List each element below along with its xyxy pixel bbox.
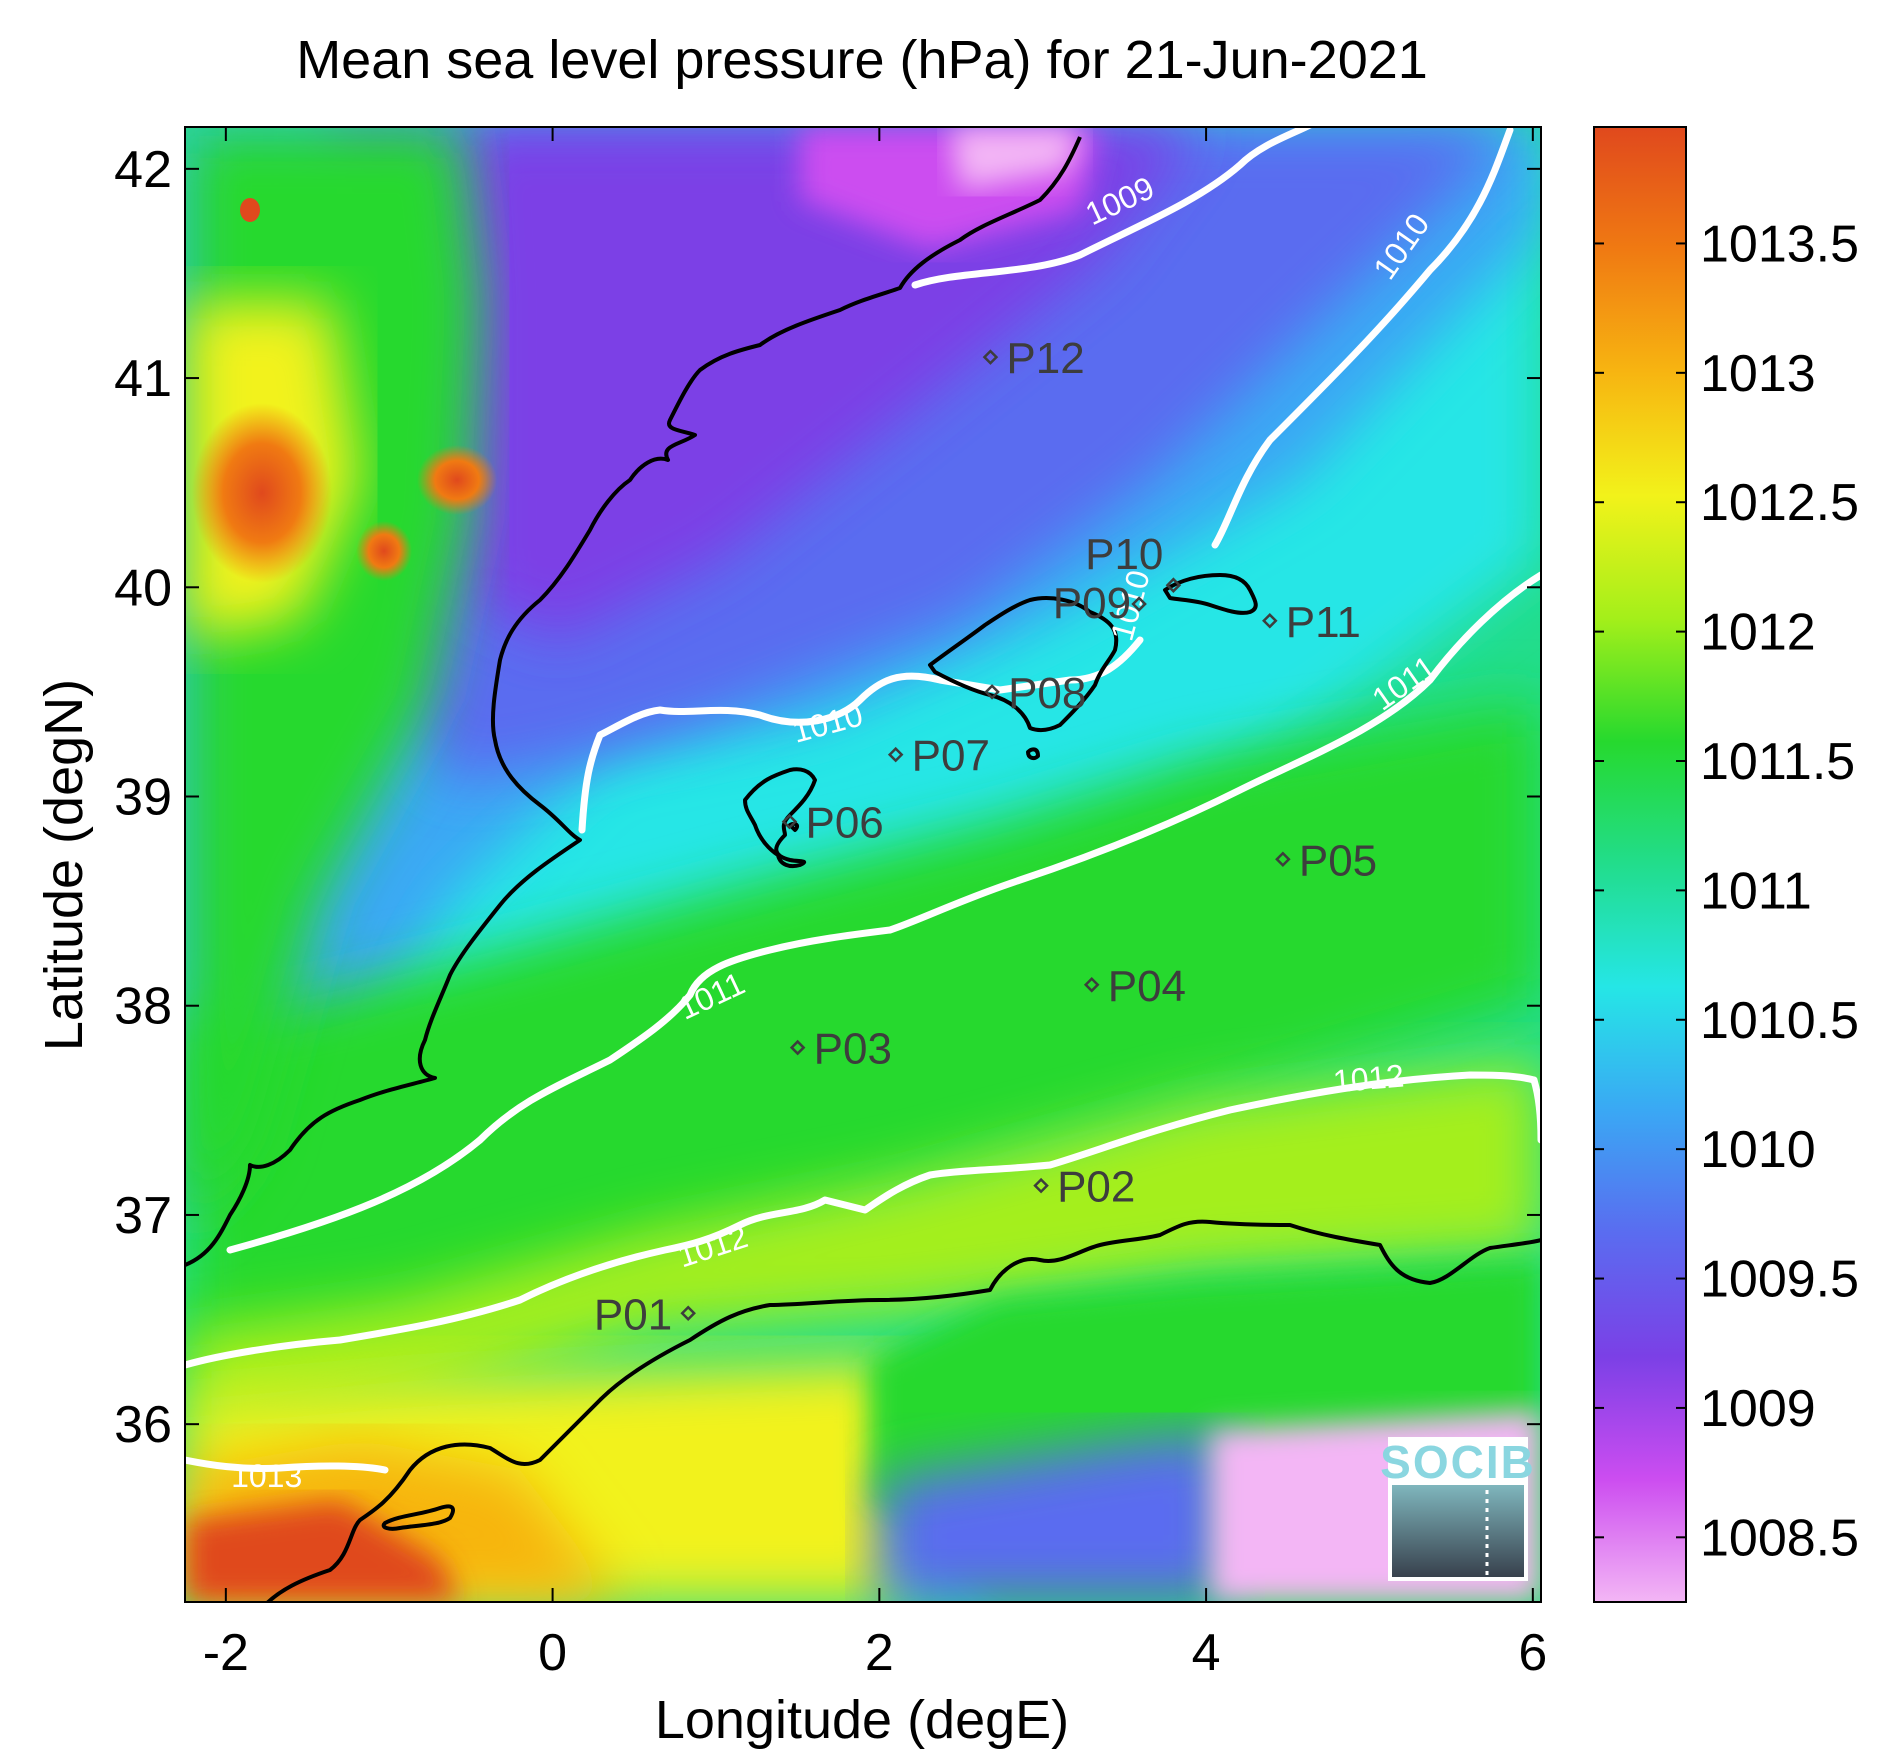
coast-ibiza <box>743 767 817 869</box>
isobar-1011 <box>226 571 1541 1254</box>
station-p11: P11 <box>1262 598 1361 647</box>
colorbar-ticks: 1008.5 1009 1009.5 1010 1010.5 1011 1011.5 1012… <box>1594 215 1859 1567</box>
pressure-field <box>185 127 1541 1602</box>
station-p02: P02 <box>1033 1163 1135 1212</box>
isobar-1010-north <box>1211 127 1514 549</box>
x-tick-label: 0 <box>538 1624 567 1682</box>
station-label: P02 <box>1057 1163 1135 1212</box>
station-marker <box>1083 977 1100 993</box>
x-axis: -2 0 2 4 6 <box>203 127 1547 1682</box>
station-label: P08 <box>1008 669 1086 718</box>
station-marker <box>1165 577 1182 593</box>
y-tick-label: 38 <box>114 978 172 1036</box>
contour-label: 1013 <box>231 1458 302 1494</box>
station-label: P07 <box>912 732 990 781</box>
x-tick-label: 4 <box>1192 1624 1221 1682</box>
coast-menorca <box>1163 573 1258 615</box>
station-label: P01 <box>594 1290 672 1339</box>
station-p06: P06 <box>781 799 884 848</box>
colorbar-tick-label: 1013.5 <box>1700 215 1859 273</box>
colorbar-tick-label: 1010 <box>1700 1121 1816 1179</box>
y-tick-label: 41 <box>114 350 172 408</box>
coastlines <box>185 136 1541 1602</box>
y-tick-label: 36 <box>114 1396 172 1454</box>
station-marker <box>982 349 999 365</box>
colorbar-tick-label: 1011 <box>1700 862 1812 920</box>
logo-wordmark: SOCIB <box>1380 1436 1536 1488</box>
station-marker <box>1131 596 1147 612</box>
isobars <box>185 127 1541 1474</box>
y-axis: 36 37 38 39 40 41 42 <box>114 141 1541 1454</box>
y-tick-label: 40 <box>114 559 172 617</box>
socib-logo: SOCIB <box>1380 1436 1536 1581</box>
x-tick-label: 2 <box>865 1624 894 1682</box>
station-marker <box>1033 1177 1049 1194</box>
colorbar-bar <box>1593 126 1687 1603</box>
station-p04: P04 <box>1083 962 1186 1011</box>
station-marker <box>984 684 1000 700</box>
coast-mallorca <box>928 596 1119 733</box>
station-label: P03 <box>814 1025 892 1074</box>
colorbar-tick-label: 1009 <box>1700 1380 1816 1438</box>
station-label: P10 <box>1085 530 1163 579</box>
colorbar-tick-label: 1012 <box>1700 604 1816 662</box>
station-p08: P08 <box>984 669 1086 718</box>
station-p03: P03 <box>789 1025 892 1074</box>
isobar-1010-south <box>578 636 1144 834</box>
station-marker <box>680 1305 696 1322</box>
isobar-1013 <box>185 1456 389 1474</box>
colorbar-tick-label: 1010.5 <box>1700 992 1859 1050</box>
station-p05: P05 <box>1275 836 1377 885</box>
station-marker <box>1262 612 1278 629</box>
station-marker <box>887 746 904 763</box>
station-p07: P07 <box>887 732 990 781</box>
contour-label: 1012 <box>1331 1057 1405 1099</box>
station-p12: P12 <box>982 334 1085 383</box>
colorbar-tick-label: 1013 <box>1700 345 1816 403</box>
plot-frame <box>184 126 1542 1603</box>
coast-cabrera <box>1026 747 1040 761</box>
station-label: P11 <box>1286 598 1361 647</box>
station-p01: P01 <box>594 1290 696 1339</box>
colorbar-tick-label: 1011.5 <box>1700 733 1855 791</box>
x-tick-label: 6 <box>1518 1624 1547 1682</box>
y-axis-label: Latitude (degN) <box>34 679 94 1051</box>
chart-title: Mean sea level pressure (hPa) for 21-Jun… <box>296 30 1428 90</box>
station-marker <box>781 813 798 830</box>
coast-alboran-island <box>381 1504 455 1531</box>
coast-iberia <box>185 136 1082 1267</box>
y-tick-label: 39 <box>114 769 172 827</box>
station-label: P05 <box>1299 836 1377 885</box>
x-tick-label: -2 <box>203 1624 249 1682</box>
station-p09: P09 <box>1053 579 1147 628</box>
x-axis-label: Longitude (degE) <box>655 1690 1069 1750</box>
coast-north-africa <box>265 1219 1541 1602</box>
station-marker <box>789 1039 806 1056</box>
colorbar-tick-label: 1009.5 <box>1700 1251 1859 1309</box>
colorbar-tick-label: 1008.5 <box>1700 1509 1859 1567</box>
station-label: P09 <box>1053 579 1131 628</box>
station-p10: P10 <box>1085 530 1182 593</box>
y-tick-label: 42 <box>114 141 172 199</box>
colorbar: 1008.5 1009 1009.5 1010 1010.5 1011 1011.5 1012… <box>1593 126 1859 1603</box>
isobar-1012 <box>185 1071 1538 1369</box>
station-label: P06 <box>805 799 883 848</box>
colorbar-tick-label: 1012.5 <box>1700 474 1859 532</box>
station-label: P04 <box>1108 962 1186 1011</box>
station-label: P12 <box>1006 334 1084 383</box>
isobar-1009 <box>911 127 1313 289</box>
station-marker <box>1275 851 1291 868</box>
y-tick-label: 37 <box>114 1187 172 1245</box>
